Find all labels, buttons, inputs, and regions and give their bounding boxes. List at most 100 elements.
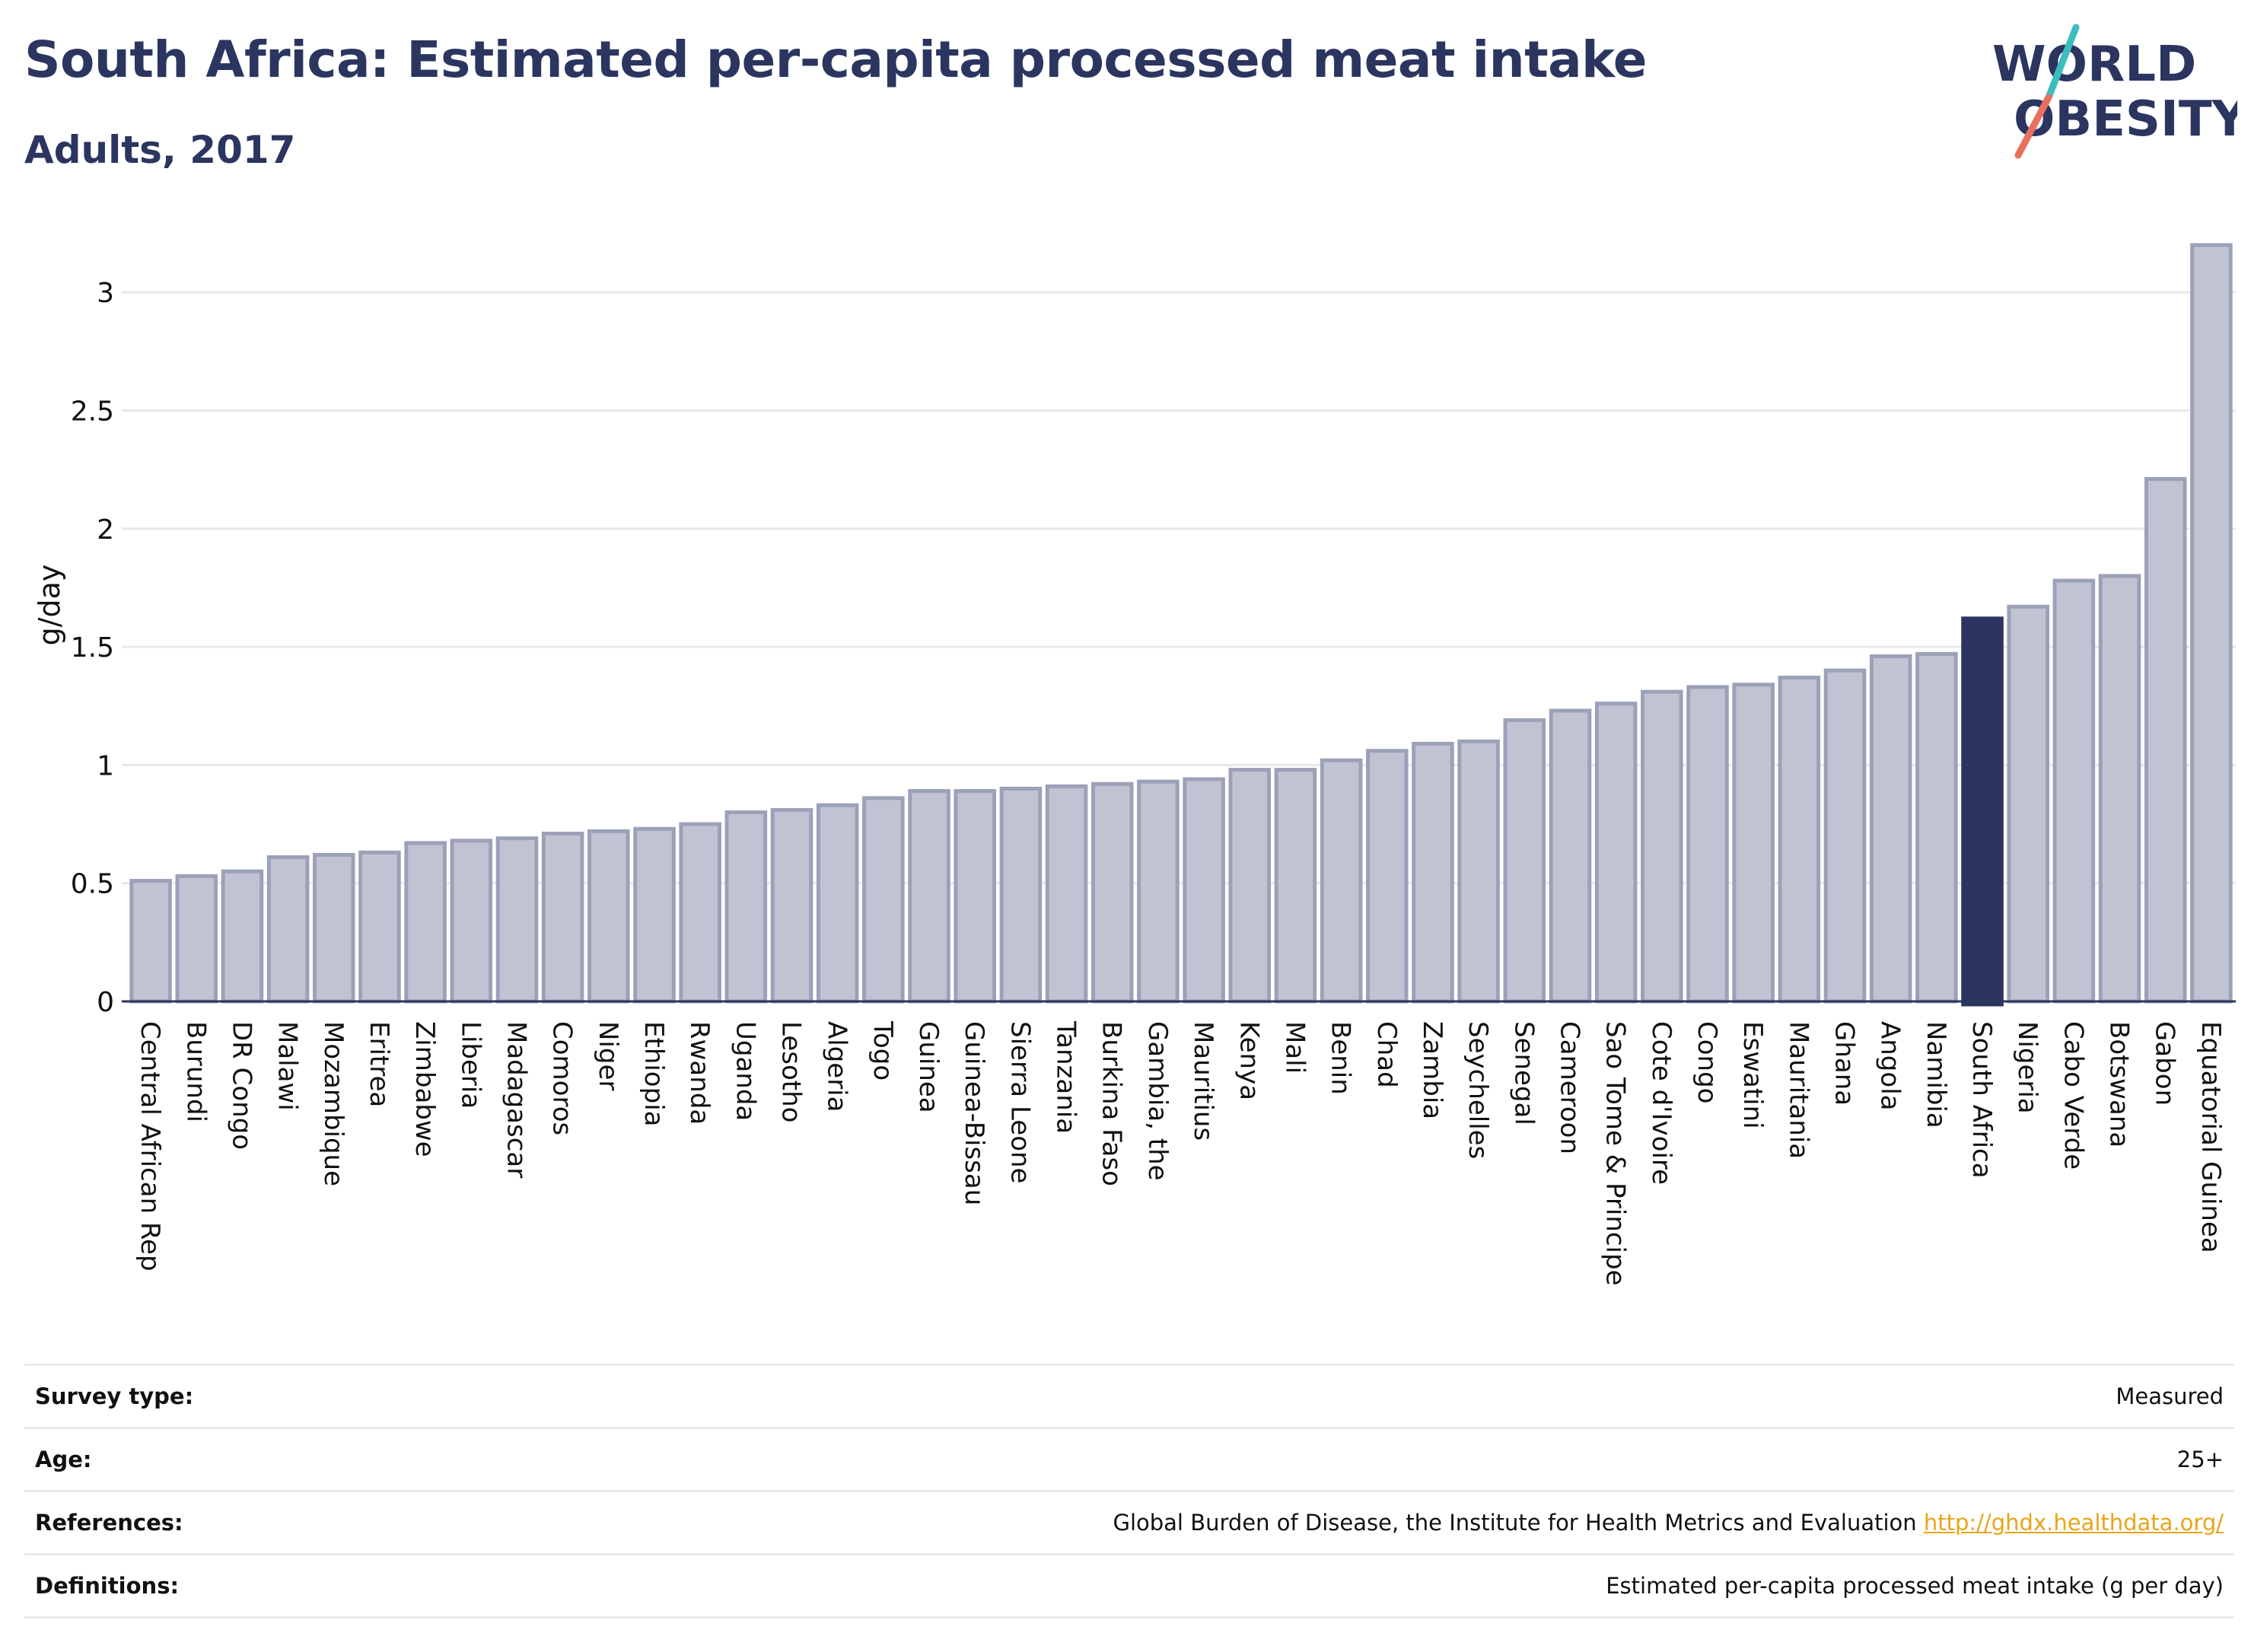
y-axis-label: g/day bbox=[33, 565, 66, 646]
bar-niger[interactable] bbox=[587, 829, 630, 1004]
bar-sierra-leone[interactable] bbox=[999, 786, 1043, 1004]
x-tick-label: Kenya bbox=[1234, 1021, 1264, 1100]
bar-rwanda[interactable] bbox=[679, 822, 721, 1004]
info-value: Estimated per-capita processed meat inta… bbox=[1606, 1573, 2224, 1599]
x-tick-label: Gabon bbox=[2150, 1021, 2180, 1106]
bar-mozambique[interactable] bbox=[313, 852, 355, 1004]
chart-title: South Africa: Estimated per-capita proce… bbox=[24, 30, 1648, 89]
bar-zambia[interactable] bbox=[1412, 741, 1454, 1004]
x-tick-label: Mauritania bbox=[1783, 1021, 1813, 1159]
x-tick-label: Burundi bbox=[180, 1021, 211, 1122]
bar-cote-d-ivoire[interactable] bbox=[1641, 689, 1683, 1004]
x-tick-label: Lesotho bbox=[776, 1021, 807, 1122]
bar-ghana[interactable] bbox=[1823, 668, 1867, 1004]
bar-togo[interactable] bbox=[862, 796, 905, 1004]
bar-tanzania[interactable] bbox=[1045, 784, 1088, 1004]
info-value-references: Global Burden of Disease, the Institute … bbox=[1113, 1510, 2224, 1536]
x-tick-label: Chad bbox=[1371, 1021, 1402, 1088]
logo-line-2: OBESITY bbox=[2014, 91, 2237, 148]
info-value: 25+ bbox=[2176, 1447, 2224, 1472]
bar-angola[interactable] bbox=[1869, 654, 1912, 1004]
x-tick-label: Uganda bbox=[730, 1021, 760, 1121]
info-label: Definitions: bbox=[35, 1573, 180, 1599]
x-tick-label: Cote d'Ivoire bbox=[1646, 1021, 1676, 1185]
x-tick-label: Botswana bbox=[2104, 1021, 2135, 1147]
bar-benin[interactable] bbox=[1320, 758, 1363, 1004]
bar-seychelles[interactable] bbox=[1457, 739, 1500, 1004]
bar-dr-congo[interactable] bbox=[221, 869, 264, 1004]
y-tick-label: 2 bbox=[97, 514, 114, 546]
x-tick-label: Togo bbox=[868, 1020, 898, 1081]
bar-south-africa[interactable] bbox=[1961, 616, 2004, 1007]
x-tick-label: Ethiopia bbox=[638, 1021, 669, 1126]
bar-cameroon[interactable] bbox=[1549, 708, 1592, 1004]
x-tick-label: Algeria bbox=[822, 1021, 852, 1112]
bar-malawi[interactable] bbox=[266, 855, 310, 1004]
bar-mauritius[interactable] bbox=[1183, 777, 1225, 1004]
x-tick-labels: Central African Rep Burundi DR Congo Malawi… bbox=[135, 1020, 2226, 1286]
x-tick-label: Congo bbox=[1692, 1021, 1722, 1103]
world-obesity-logo: WORLD OBESITY bbox=[1992, 24, 2237, 159]
bar-liberia[interactable] bbox=[450, 839, 493, 1004]
x-tick-label: South Africa bbox=[1966, 1021, 1997, 1179]
info-row-survey-type: Survey type: Measured bbox=[24, 1366, 2234, 1429]
x-tick-label: Sao Tome & Principe bbox=[1600, 1021, 1631, 1286]
bar-cabo-verde[interactable] bbox=[2052, 578, 2096, 1004]
bar-chart: 0 0.5 1 1.5 2 2.5 3 Central African Rep Burundi… bbox=[33, 243, 2236, 1286]
logo-coral-stroke bbox=[2014, 94, 2052, 159]
x-tick-label: Eritrea bbox=[364, 1021, 394, 1107]
bar-madagascar[interactable] bbox=[495, 836, 539, 1004]
bar-zimbabwe[interactable] bbox=[404, 841, 447, 1004]
bar-eswatini[interactable] bbox=[1732, 683, 1775, 1004]
bar-nigeria[interactable] bbox=[2007, 604, 2049, 1004]
bar-lesotho[interactable] bbox=[770, 807, 813, 1004]
bar-burkina-faso[interactable] bbox=[1090, 781, 1134, 1004]
x-tick-label: Eswatini bbox=[1737, 1021, 1768, 1129]
bar-gabon[interactable] bbox=[2144, 477, 2187, 1004]
bar-burundi[interactable] bbox=[175, 874, 218, 1004]
y-tick-label: 0.5 bbox=[71, 869, 114, 900]
bar-gambia-the[interactable] bbox=[1137, 779, 1180, 1004]
y-tick-label: 0 bbox=[97, 987, 114, 1018]
x-tick-label: Comoros bbox=[547, 1021, 578, 1135]
x-tick-label: Mauritius bbox=[1188, 1021, 1218, 1141]
y-tick-label: 2.5 bbox=[71, 396, 114, 427]
x-tick-label: Nigeria bbox=[2012, 1021, 2042, 1114]
bar-senegal[interactable] bbox=[1503, 718, 1546, 1004]
bar-guinea[interactable] bbox=[908, 789, 950, 1004]
x-tick-label: Guinea-Bissau bbox=[959, 1021, 989, 1205]
bar-equatorial-guinea[interactable] bbox=[2190, 243, 2233, 1004]
bar-guinea-bissau[interactable] bbox=[954, 789, 996, 1004]
references-link[interactable]: http://ghdx.healthdata.org/ bbox=[1923, 1510, 2224, 1536]
bar-central-african-rep[interactable] bbox=[129, 879, 172, 1004]
bar-mali[interactable] bbox=[1274, 768, 1317, 1004]
bar-eritrea[interactable] bbox=[358, 850, 401, 1004]
x-tick-label: Gambia, the bbox=[1142, 1021, 1173, 1181]
bar-chad[interactable] bbox=[1366, 749, 1409, 1004]
chart-subtitle: Adults, 2017 bbox=[24, 128, 296, 172]
bar-namibia[interactable] bbox=[1915, 651, 1958, 1004]
y-tick-label: 1 bbox=[97, 750, 114, 781]
bar-uganda[interactable] bbox=[724, 810, 768, 1004]
info-label: References: bbox=[35, 1510, 183, 1536]
bar-ethiopia[interactable] bbox=[633, 826, 676, 1004]
bar-kenya[interactable] bbox=[1228, 768, 1272, 1004]
bars bbox=[129, 243, 2233, 1007]
y-tick-labels: 0 0.5 1 1.5 2 2.5 3 bbox=[71, 278, 114, 1018]
bar-congo[interactable] bbox=[1686, 685, 1729, 1004]
x-tick-label: Central African Rep bbox=[135, 1021, 165, 1272]
bar-mauritania[interactable] bbox=[1778, 675, 1821, 1004]
x-tick-label: Zambia bbox=[1417, 1021, 1447, 1119]
x-tick-label: Equatorial Guinea bbox=[2195, 1021, 2226, 1253]
info-row-age: Age: 25+ bbox=[24, 1429, 2234, 1492]
bar-sao-tome-principe[interactable] bbox=[1594, 702, 1638, 1004]
x-tick-label: Angola bbox=[1875, 1021, 1906, 1110]
x-tick-label: Madagascar bbox=[501, 1021, 531, 1178]
bar-algeria[interactable] bbox=[816, 803, 859, 1004]
bar-botswana[interactable] bbox=[2098, 574, 2141, 1004]
x-tick-label: Namibia bbox=[1921, 1021, 1951, 1128]
x-tick-label: Malawi bbox=[272, 1021, 303, 1111]
bar-comoros[interactable] bbox=[541, 831, 584, 1004]
info-row-definitions: Definitions: Estimated per-capita proces… bbox=[24, 1555, 2234, 1619]
logo-line-1: WORLD bbox=[1992, 37, 2196, 93]
